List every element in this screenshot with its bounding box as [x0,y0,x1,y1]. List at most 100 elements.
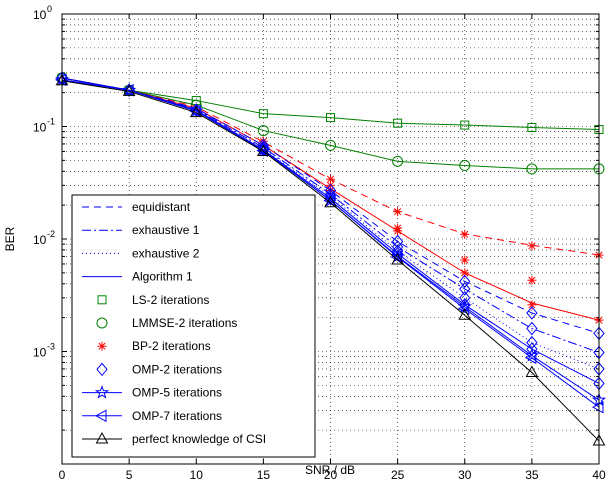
y-tick-label-base: 10 [33,121,47,135]
series-line [61,77,599,170]
x-tick-label: 5 [126,468,133,479]
legend-marker [94,385,110,399]
legend-marker [96,317,108,329]
data-point [391,240,404,254]
data-point [459,282,471,296]
y-tick-label-exponent: -3 [47,342,55,352]
y-axis-label: BER [3,226,17,251]
data-point [460,268,470,278]
y-tick-label-exponent: -2 [47,229,55,239]
data-point [527,241,537,251]
x-tick-label: 20 [324,468,338,479]
x-tick-label: 25 [391,468,405,479]
legend-entry-label: OMP-7 iterations [132,409,222,423]
y-tick-label-base: 10 [33,233,47,247]
legend-entry-label: OMP-5 iterations [132,386,222,400]
star-stroke [326,175,335,183]
data-point [393,226,403,236]
x-tick-label: 0 [59,468,66,479]
legend-entry-label: exhaustive 2 [132,246,200,260]
data-point [591,400,604,414]
data-point [459,274,471,289]
plot-frame [61,13,600,465]
data-point [526,306,538,320]
data-point [324,195,337,208]
series-line [61,77,600,334]
data-point [460,120,470,130]
legend-marker [95,431,109,444]
series-line [61,77,600,131]
data-point [459,291,471,305]
data-point [527,300,537,310]
star-stroke [528,301,536,309]
data-point [524,351,537,365]
data-point [190,103,202,117]
data-point [391,253,404,265]
data-point [257,144,270,156]
legend: equidistant exhaustive 1 exhaustive 2 Algor… [71,194,316,458]
data-point [459,160,471,172]
legend-entry-label: Algorithm 1 [132,270,193,284]
x-tick-label: 30 [458,468,472,479]
series-line [61,80,600,442]
y-tick-label: 10 -1 [33,117,55,135]
legend-entry-label: LS-2 iterations [132,293,209,307]
legend-marker [97,341,107,351]
data-point [392,155,404,167]
legend-marker [96,362,108,377]
data-point [325,139,336,151]
star-stroke [461,256,469,264]
data-point [122,84,136,96]
data-point [326,113,335,123]
star-stroke [394,227,402,235]
legend-box [71,194,316,458]
data-point [525,365,539,378]
legend-entry-label: BP-2 iterations [132,339,211,353]
data-point [526,163,538,175]
y-tick-label-base: 10 [33,346,47,360]
series-line [61,79,600,408]
x-tick-label: 40 [592,468,606,479]
x-tick-label: 10 [190,468,204,479]
data-point [527,122,537,132]
legend-entry-label: perfect knowledge of CSI [132,432,266,446]
data-point [189,105,203,118]
data-point [460,229,470,239]
data-point [460,255,470,265]
data-point [393,207,403,217]
x-tick-labels: 0 5 10 15 20 25 30 35 40 [59,468,606,479]
y-tick-label-base: 10 [33,8,47,22]
legend-marker [97,295,107,305]
legend-entry-label: LMMSE-2 iterations [132,316,237,330]
y-tick-label-exponent: -1 [47,117,55,127]
star-stroke [98,342,106,350]
grid [62,14,599,464]
star-stroke [461,269,469,277]
y-tick-label: 10 -2 [33,229,55,247]
y-tick-label: 10 -3 [33,342,55,360]
data-point [458,308,472,320]
data-point [393,118,403,128]
series-line [61,77,600,370]
data-point [390,250,403,264]
legend-entry-label: exhaustive 1 [132,223,200,237]
series-layer [54,71,607,446]
legend-marker [94,409,107,423]
data-point [526,321,538,336]
data-point [527,275,537,285]
x-axis-label: SNR / dB [305,463,355,477]
star-stroke [528,276,536,284]
y-tick-label: 10 0 [33,4,52,22]
legend-entry-label: OMP-2 iterations [132,362,222,376]
data-point [459,298,471,312]
star-stroke [461,230,469,238]
x-tick-label: 35 [525,468,539,479]
star-stroke [394,208,402,216]
x-tick-label: 15 [257,468,271,479]
data-point [257,125,269,137]
data-point [258,109,268,119]
y-tick-label-exponent: 0 [47,4,52,14]
legend-entry-label: equidistant [132,200,191,214]
